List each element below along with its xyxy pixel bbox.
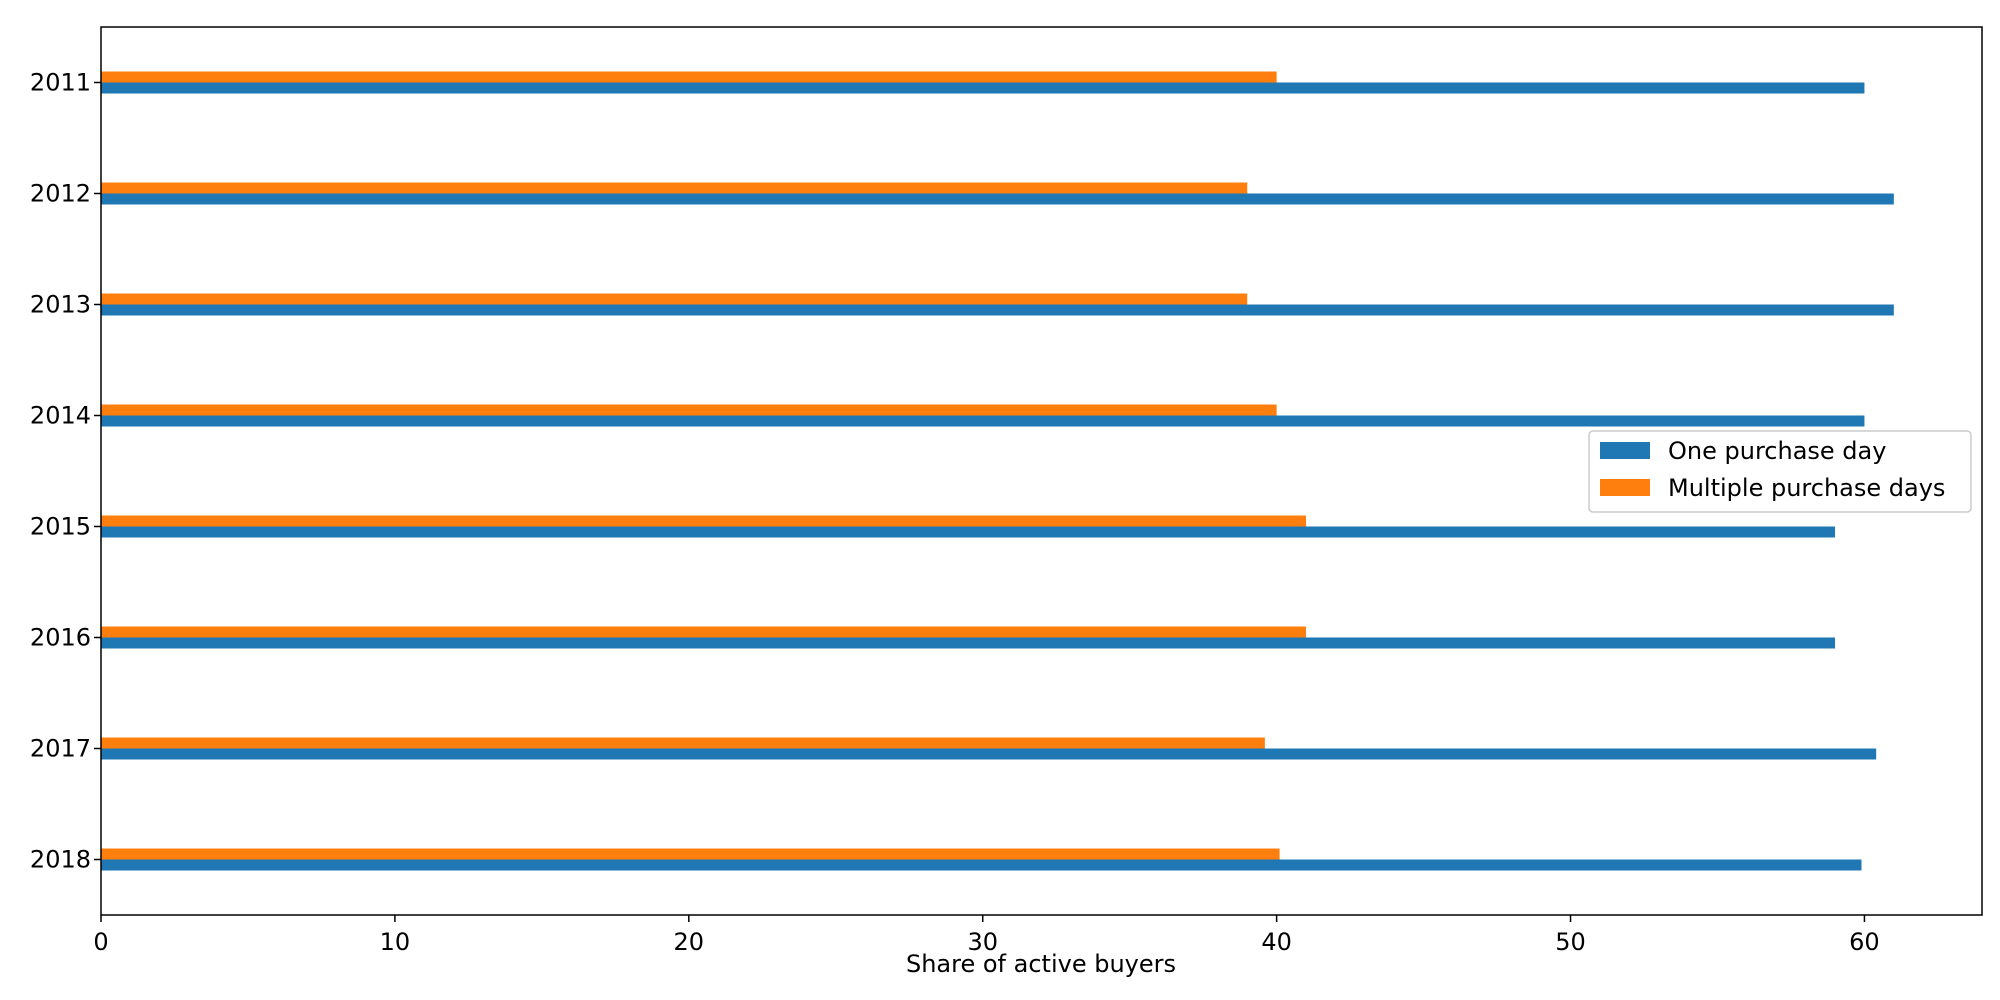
bar-2015-one-purchase-day [101,526,1836,538]
plot-frame [100,26,1983,916]
x-axis-label: Share of active buyers [906,950,1176,978]
y-tick-label: 2014 [30,402,91,430]
y-tick-label: 2011 [30,69,91,97]
legend-frame [1588,430,1972,513]
x-tick-label: 50 [1555,928,1586,956]
legend-swatch-multiple-purchase-days [1600,479,1650,496]
bar-2013-one-purchase-day [101,304,1894,316]
x-tick-label: 30 [967,928,998,956]
bar-2015-multiple-purchase-days [101,515,1307,527]
legend-label-one-purchase-day: One purchase day [1668,437,1886,465]
bar-2016-one-purchase-day [101,637,1836,649]
y-tick-label: 2017 [30,735,91,763]
y-tick-label: 2018 [30,846,91,874]
x-tick-label: 10 [380,928,411,956]
y-tick-label: 2016 [30,624,91,652]
x-tick-label: 0 [93,928,108,956]
bar-2012-one-purchase-day [101,193,1894,205]
bar-2017-one-purchase-day [101,748,1877,760]
bar-2016-multiple-purchase-days [101,626,1307,638]
x-tick-label: 20 [674,928,705,956]
bar-2011-one-purchase-day [101,82,1865,94]
x-tick-label: 40 [1261,928,1292,956]
legend-label-multiple-purchase-days: Multiple purchase days [1668,474,1945,502]
y-axis: 2011 2012 2013 2014 2015 2016 2017 2018 [30,69,101,874]
y-tick-label: 2012 [30,180,91,208]
bar-2018-one-purchase-day [101,859,1862,871]
y-tick-label: 2015 [30,513,91,541]
bars-layer [101,71,1894,871]
bar-2011-multiple-purchase-days [101,71,1277,83]
bar-2018-multiple-purchase-days [101,848,1280,860]
bar-2013-multiple-purchase-days [101,293,1248,305]
x-axis: 0 10 20 30 40 50 60 [93,915,1880,956]
bar-2014-multiple-purchase-days [101,404,1277,416]
bar-2017-multiple-purchase-days [101,737,1265,749]
x-tick-label: 60 [1849,928,1880,956]
bar-2014-one-purchase-day [101,415,1865,427]
legend-swatch-one-purchase-day [1600,442,1650,459]
y-tick-label: 2013 [30,291,91,319]
legend: One purchase day Multiple purchase days [1588,430,1972,513]
bar-2012-multiple-purchase-days [101,182,1248,194]
